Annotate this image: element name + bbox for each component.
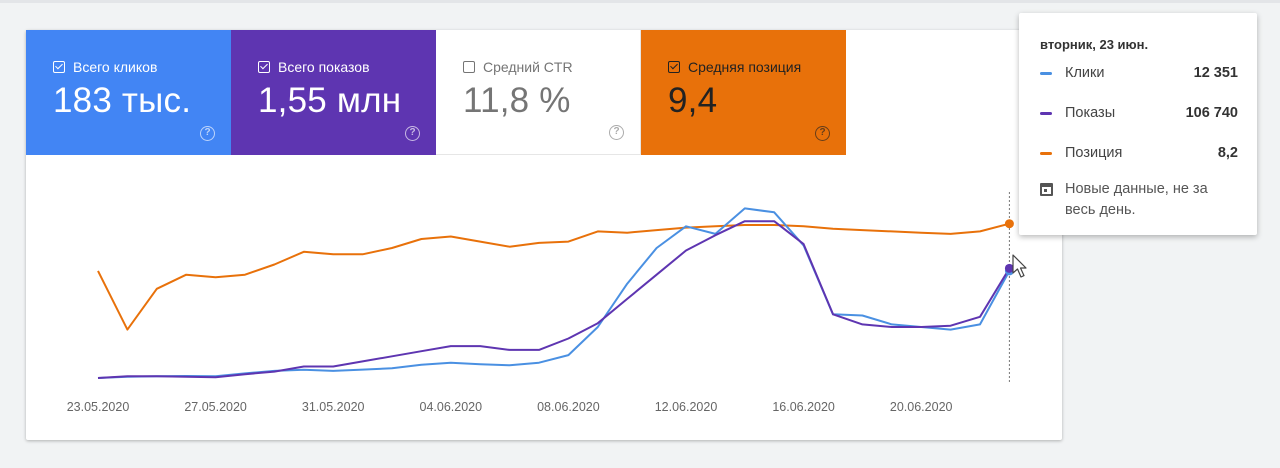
metric-tile-ctr[interactable]: Средний CTR 11,8 % ? [436,30,641,155]
metric-label: Средний CTR [483,59,573,75]
help-circle-icon[interactable]: ? [815,126,830,141]
x-tick-label: 08.06.2020 [537,400,600,414]
series-line-clicks[interactable] [97,207,1011,379]
metric-label: Всего показов [278,59,370,75]
tooltip-row-clicks: Клики 12 351 [1040,53,1238,93]
tooltip-series-value: 12 351 [1193,65,1238,81]
checkbox-unchecked-icon[interactable] [463,61,475,73]
mouse-pointer-icon [1012,254,1027,278]
metric-value: 183 тыс. [53,81,192,120]
x-tick-label: 12.06.2020 [655,400,718,414]
metric-label-row: Всего кликов [53,58,231,76]
tooltip-row-impressions: Показы 106 740 [1040,93,1238,133]
series-swatch [1040,71,1052,75]
x-tick-label: 27.05.2020 [184,400,247,414]
metric-label-row: Средняя позиция [668,58,846,76]
series-swatch [1040,151,1052,155]
checkbox-checked-icon[interactable] [668,61,680,73]
series-line-impressions[interactable] [97,220,1011,379]
metric-tiles: Всего кликов 183 тыс. ? Всего показов 1,… [26,30,846,155]
series-swatch [1040,111,1052,115]
hover-point-impressions [1004,263,1014,273]
metric-label-row: Средний CTR [463,58,640,76]
metric-value: 11,8 % [463,81,571,120]
tooltip-note: Новые данные, не за весь день. [1040,179,1238,221]
tooltip-series-name: Клики [1065,65,1105,81]
x-tick-label: 23.05.2020 [67,400,130,414]
metric-value: 1,55 млн [258,81,402,120]
performance-card: Всего кликов 183 тыс. ? Всего показов 1,… [26,30,1062,440]
calendar-icon [1040,183,1053,196]
x-tick-label: 16.06.2020 [772,400,835,414]
metric-label: Всего кликов [73,59,158,75]
checkbox-checked-icon[interactable] [53,61,65,73]
tooltip-date: вторник, 23 июн. [1040,37,1149,52]
series-line-position[interactable] [97,222,1010,331]
help-circle-icon[interactable]: ? [405,126,420,141]
tooltip-series-name: Позиция [1065,145,1123,161]
tooltip-series-value: 106 740 [1185,105,1238,121]
metric-tile-impressions[interactable]: Всего показов 1,55 млн ? [231,30,436,155]
x-tick-label: 04.06.2020 [420,400,483,414]
performance-line-chart[interactable]: 23.05.2020 27.05.2020 31.05.2020 04.06.2020… [26,30,1062,440]
metric-label-row: Всего показов [258,58,436,76]
help-circle-icon[interactable]: ? [200,126,215,141]
x-tick-label: 31.05.2020 [302,400,365,414]
metric-label: Средняя позиция [688,59,802,75]
tooltip-series-value: 8,2 [1217,145,1238,161]
tooltip-row-position: Позиция 8,2 [1040,133,1238,173]
help-circle-icon[interactable]: ? [609,125,624,140]
hover-point-position [1004,219,1014,229]
tooltip-note-text: Новые данные, не за весь день. [1065,181,1208,218]
metric-value: 9,4 [668,81,718,120]
checkbox-checked-icon[interactable] [258,61,270,73]
chart-tooltip: вторник, 23 июн. Клики 12 351 Показы 106… [1019,13,1257,235]
metric-tile-clicks[interactable]: Всего кликов 183 тыс. ? [26,30,231,155]
metric-tile-position[interactable]: Средняя позиция 9,4 ? [641,30,846,155]
top-divider [0,0,1280,3]
x-tick-label: 20.06.2020 [890,400,953,414]
tooltip-series-name: Показы [1065,105,1116,121]
